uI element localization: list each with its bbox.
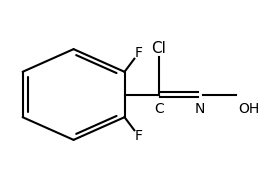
Text: OH: OH: [239, 102, 260, 116]
Text: F: F: [135, 46, 143, 60]
Text: N: N: [194, 102, 205, 116]
Text: Cl: Cl: [151, 41, 166, 56]
Text: F: F: [135, 129, 143, 143]
Text: C: C: [154, 102, 164, 116]
